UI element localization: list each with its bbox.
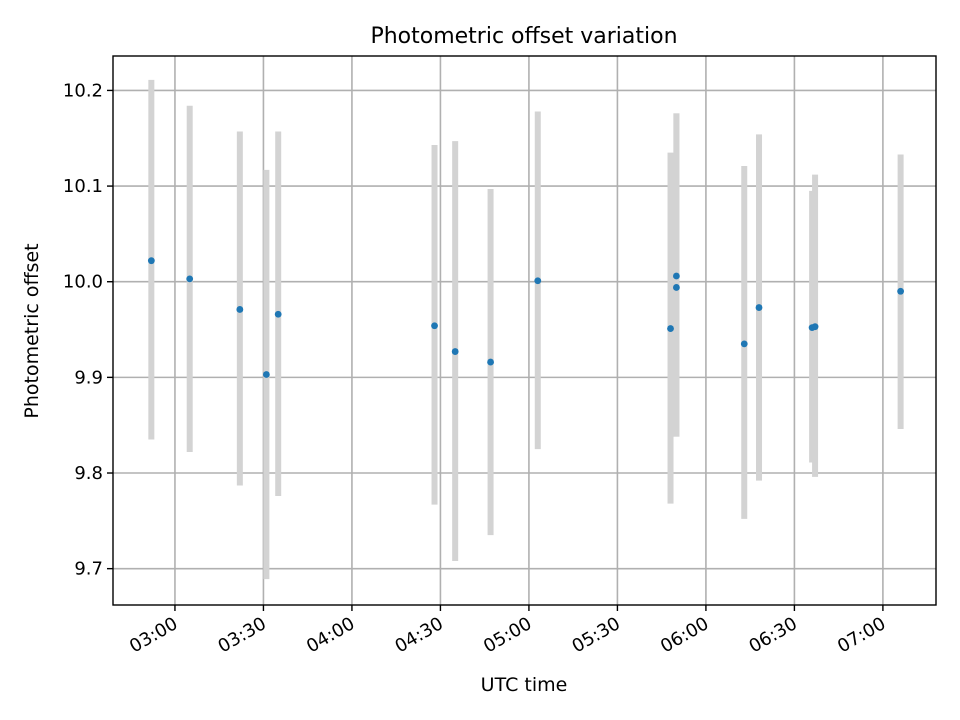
y-tick-label: 10.2 bbox=[63, 80, 103, 101]
y-tick-label: 9.7 bbox=[74, 559, 103, 580]
plot-frame bbox=[112, 55, 937, 606]
data-point bbox=[897, 287, 905, 295]
data-point bbox=[673, 272, 680, 280]
y-tick-label: 10.0 bbox=[63, 272, 103, 293]
grid bbox=[113, 56, 936, 605]
data-point bbox=[186, 275, 194, 283]
data-point bbox=[755, 304, 763, 311]
data-point bbox=[262, 371, 270, 378]
data-point bbox=[740, 340, 748, 348]
data-point bbox=[811, 323, 819, 331]
y-tick-label: 10.1 bbox=[63, 176, 103, 197]
y-axis-label: Photometric offset bbox=[21, 243, 43, 418]
chart-title: Photometric offset variation bbox=[370, 24, 677, 49]
y-tick-label: 9.8 bbox=[74, 463, 103, 484]
data-point bbox=[236, 306, 244, 313]
y-tick-label: 9.9 bbox=[74, 367, 103, 388]
data-point bbox=[274, 310, 282, 318]
data-point bbox=[431, 322, 438, 330]
data-point bbox=[673, 284, 680, 291]
data-point bbox=[667, 325, 674, 332]
data-point bbox=[534, 277, 542, 285]
data-points bbox=[147, 257, 905, 378]
x-axis-label: UTC time bbox=[481, 674, 568, 696]
data-point bbox=[487, 358, 494, 366]
y-axis-ticks: 9.7 9.8 9.9 10.0 10.1 10.2 bbox=[63, 80, 113, 580]
data-point bbox=[147, 257, 155, 265]
data-point bbox=[451, 348, 459, 355]
